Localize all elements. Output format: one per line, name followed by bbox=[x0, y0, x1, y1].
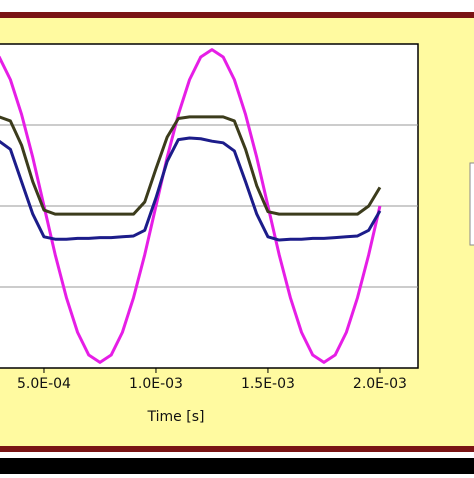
x-tick-label: 2.0E-03 bbox=[353, 376, 407, 392]
x-tick-label: 5.0E-04 bbox=[17, 376, 71, 392]
bottom-border bbox=[0, 446, 474, 452]
x-axis-label: Time [s] bbox=[147, 409, 205, 425]
bottom-bar bbox=[0, 458, 474, 474]
top-border bbox=[0, 12, 474, 18]
series-line bbox=[0, 48, 382, 364]
x-tick-label: 1.5E-03 bbox=[241, 376, 295, 392]
x-tick-label: 1.0E-03 bbox=[129, 376, 183, 392]
series-line bbox=[0, 136, 382, 242]
plot-layer bbox=[0, 48, 418, 364]
legend-box bbox=[469, 162, 474, 246]
series-line bbox=[0, 115, 382, 216]
